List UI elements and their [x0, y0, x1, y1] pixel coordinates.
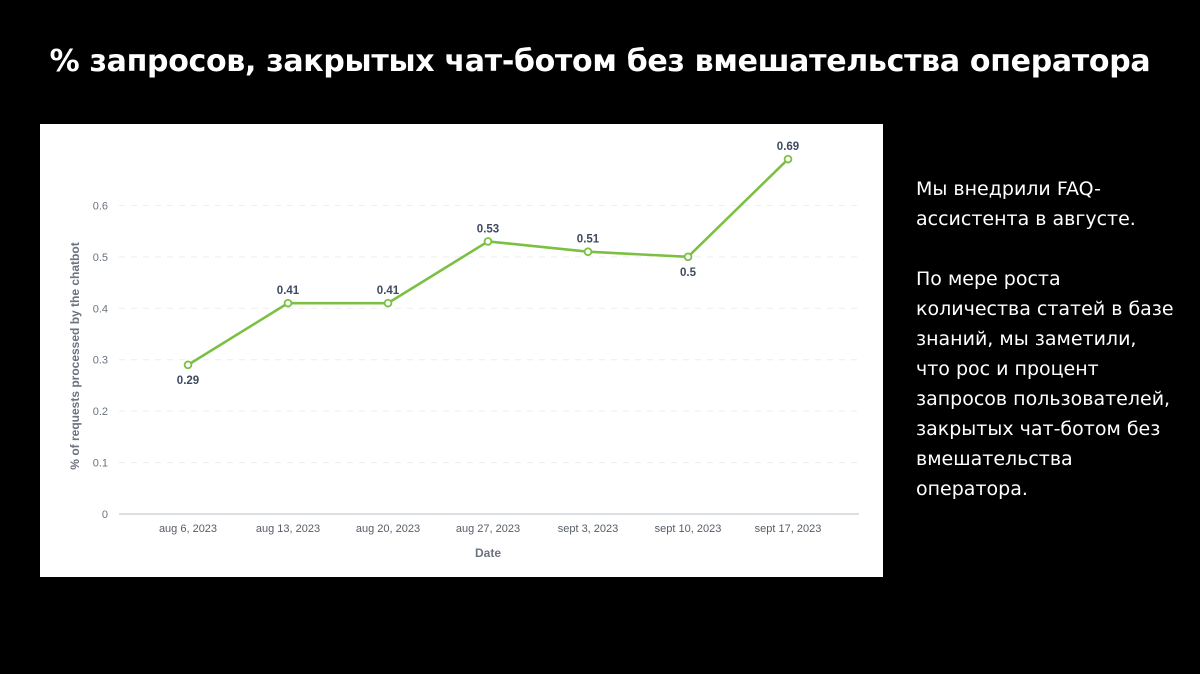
- slide-title: % запросов, закрытых чат-ботом без вмеша…: [49, 44, 1151, 79]
- data-label: 0.29: [177, 375, 199, 387]
- data-label: 0.5: [680, 267, 697, 279]
- y-axis-ticks: 0 0.1 0.2 0.3 0.4 0.5 0.6: [93, 200, 108, 521]
- x-tick-label: aug 20, 2023: [356, 523, 420, 535]
- y-tick-label: 0: [102, 509, 108, 521]
- data-labels: 0.29 0.41 0.41 0.53 0.51 0.5 0.69: [177, 141, 799, 387]
- x-tick-label: aug 27, 2023: [456, 523, 520, 535]
- y-tick-label: 0.6: [93, 200, 108, 212]
- data-points: [183, 154, 793, 370]
- side-paragraph-2: По мере роста количества статей в базе з…: [916, 268, 1174, 500]
- data-label: 0.51: [577, 234, 600, 246]
- x-tick-label: aug 6, 2023: [159, 523, 217, 535]
- x-axis-title: Date: [475, 546, 501, 560]
- data-point: [583, 247, 593, 257]
- line-chart: aug 6, 2023 aug 13, 2023 aug 20, 2023 aug 2…: [68, 141, 859, 560]
- data-point: [483, 237, 493, 246]
- x-axis-ticks: aug 6, 2023 aug 13, 2023 aug 20, 2023 aug 2…: [159, 523, 821, 535]
- y-tick-label: 0.4: [93, 303, 108, 315]
- series-line: [186, 157, 790, 367]
- data-point: [783, 154, 793, 164]
- chart-panel: aug 6, 2023 aug 13, 2023 aug 20, 2023 aug 2…: [40, 124, 883, 577]
- data-point: [183, 360, 193, 370]
- y-axis-title: % of requests processed by the chatbot: [68, 242, 82, 469]
- data-point: [283, 298, 293, 308]
- grid-lines: [119, 204, 859, 464]
- side-commentary: Мы внедрили FAQ-ассистента в августе. По…: [916, 174, 1176, 504]
- x-tick-label: sept 10, 2023: [655, 523, 722, 535]
- data-label: 0.69: [777, 141, 799, 153]
- side-paragraph-1: Мы внедрили FAQ-ассистента в августе.: [916, 178, 1136, 230]
- x-tick-label: sept 3, 2023: [558, 523, 619, 535]
- y-tick-label: 0.1: [93, 458, 108, 470]
- x-tick-label: aug 13, 2023: [256, 523, 320, 535]
- y-tick-label: 0.2: [93, 406, 108, 418]
- y-tick-label: 0.3: [93, 355, 108, 367]
- y-tick-label: 0.5: [93, 252, 108, 264]
- data-point: [383, 298, 393, 308]
- data-label: 0.41: [377, 285, 400, 297]
- data-label: 0.41: [277, 285, 300, 297]
- x-tick-label: sept 17, 2023: [755, 523, 822, 535]
- data-point: [683, 252, 693, 262]
- data-label: 0.53: [477, 223, 499, 235]
